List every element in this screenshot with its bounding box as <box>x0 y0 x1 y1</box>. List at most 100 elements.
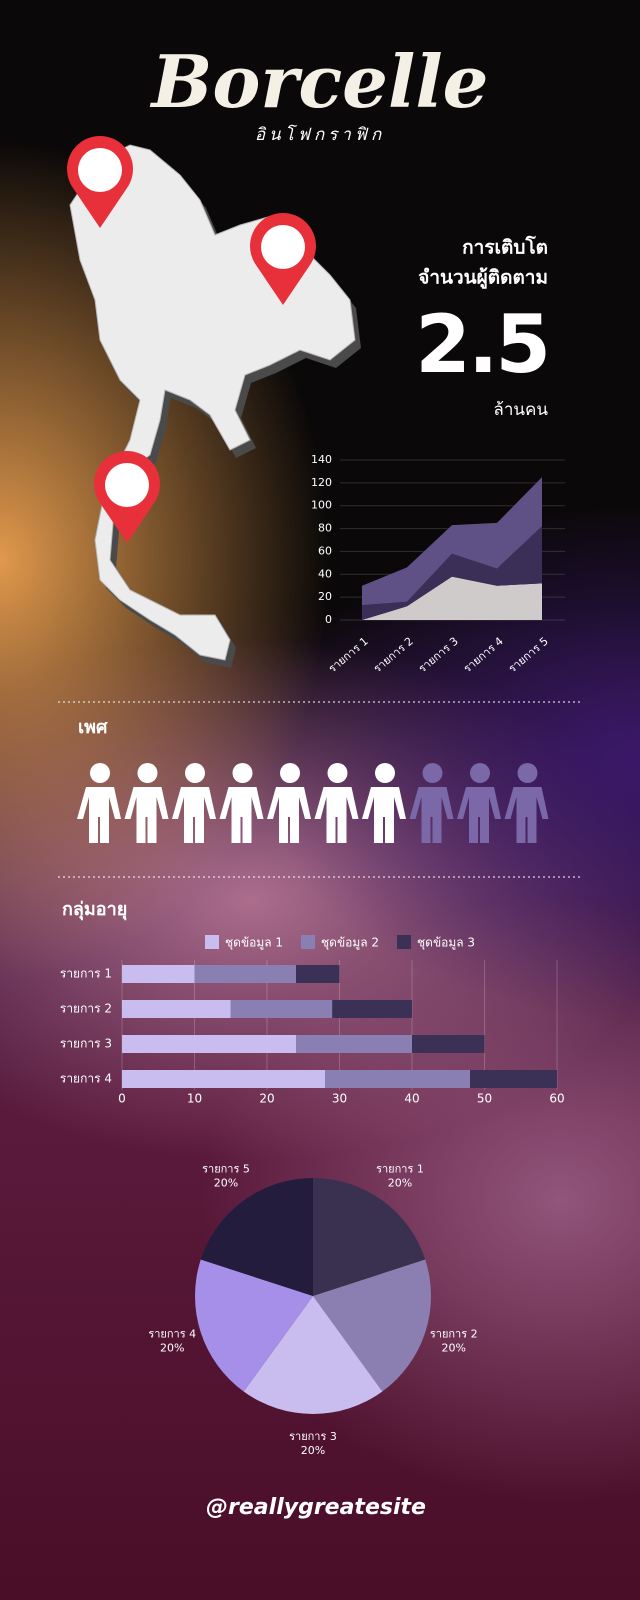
stat-line: การเติบโต <box>462 236 548 259</box>
y-tick-label: 60 <box>318 544 332 557</box>
person-body <box>124 787 169 843</box>
x-tick-label: 50 <box>477 1092 492 1106</box>
pie-value-label: 20% <box>388 1176 412 1189</box>
legend-swatch <box>397 935 411 949</box>
x-tick-label: รายการ 3 <box>416 635 461 676</box>
area <box>362 477 542 606</box>
person-body <box>314 787 359 843</box>
pie-label: รายการ 2 <box>430 1328 478 1341</box>
bar <box>122 1070 325 1088</box>
person-head <box>232 763 253 783</box>
legend-label: ชุดข้อมูล 1 <box>225 936 283 951</box>
person-head <box>470 763 490 783</box>
subtitle: อินโฟกราฟิก <box>255 124 385 145</box>
pie-slice <box>243 1296 383 1414</box>
bar <box>194 965 296 983</box>
pie-value-label: 20% <box>301 1444 325 1457</box>
pie-label: รายการ 1 <box>376 1162 424 1175</box>
pie-slice <box>195 1259 313 1392</box>
pie-slice <box>313 1259 431 1392</box>
person-icon <box>124 763 169 843</box>
person-icon <box>362 763 406 843</box>
brand-title: Borcelle <box>150 39 489 124</box>
bar <box>412 1035 485 1053</box>
person-head <box>422 763 443 783</box>
person-body <box>77 787 121 843</box>
legend-swatch <box>205 935 219 949</box>
x-tick-label: รายการ 4 <box>461 635 506 676</box>
x-tick-label: 10 <box>187 1092 202 1106</box>
person-body <box>457 787 501 843</box>
person-icon <box>457 763 501 843</box>
pie-slice <box>313 1178 426 1296</box>
pie-label: รายการ 3 <box>289 1430 337 1443</box>
area <box>362 576 542 620</box>
pie-value-label: 20% <box>442 1342 466 1355</box>
bar <box>122 965 195 983</box>
person-icon <box>77 763 121 843</box>
bar <box>296 1035 412 1053</box>
section-title: เพศ <box>78 717 108 738</box>
legend-label: ชุดข้อมูล 3 <box>417 936 475 951</box>
section-title: กลุ่มอายุ <box>62 899 127 921</box>
bar <box>122 1000 231 1018</box>
person-icon <box>267 763 311 843</box>
person-icon <box>219 763 264 843</box>
bar <box>296 965 340 983</box>
pie-slice <box>200 1178 313 1296</box>
y-tick-label: รายการ 1 <box>60 967 112 981</box>
person-body <box>409 787 454 843</box>
person-head <box>327 763 348 783</box>
person-head <box>517 763 538 783</box>
x-tick-label: 0 <box>118 1092 126 1106</box>
x-tick-label: 40 <box>404 1092 419 1106</box>
y-tick-label: 120 <box>311 476 332 489</box>
x-tick-label: 60 <box>549 1092 564 1106</box>
person-icon <box>409 763 454 843</box>
y-tick-label: รายการ 3 <box>60 1037 112 1051</box>
y-tick-label: 140 <box>311 453 332 466</box>
person-body <box>267 787 311 843</box>
y-tick-label: 100 <box>311 499 332 512</box>
pie-label: รายการ 4 <box>148 1328 196 1341</box>
y-tick-label: 0 <box>325 613 332 626</box>
x-tick-label: 30 <box>332 1092 347 1106</box>
legend-swatch <box>301 935 315 949</box>
y-tick-label: รายการ 2 <box>60 1002 112 1016</box>
person-head <box>375 763 395 783</box>
person-body <box>172 787 216 843</box>
bar <box>230 1000 333 1018</box>
pie-value-label: 20% <box>214 1176 238 1189</box>
x-tick-label: รายการ 1 <box>326 635 371 676</box>
person-icon <box>314 763 359 843</box>
y-tick-label: 20 <box>318 590 332 603</box>
pin-dot <box>105 463 149 507</box>
person-head <box>90 763 110 783</box>
person-body <box>504 787 549 843</box>
y-tick-label: 40 <box>318 567 332 580</box>
x-tick-label: รายการ 2 <box>371 635 416 676</box>
x-tick-label: 20 <box>259 1092 274 1106</box>
map <box>67 136 361 668</box>
person-icon <box>504 763 549 843</box>
person-body <box>362 787 406 843</box>
bar <box>122 1035 296 1053</box>
pie-value-label: 20% <box>160 1342 184 1355</box>
stat-value: 2.5 <box>415 298 548 391</box>
person-icon <box>172 763 216 843</box>
map-shape <box>69 144 356 661</box>
y-tick-label: รายการ 4 <box>60 1072 112 1086</box>
stat-unit: ล้านคน <box>493 400 548 420</box>
person-head <box>185 763 205 783</box>
stat-line: จำนวนผู้ติดตาม <box>418 267 548 290</box>
person-head <box>280 763 300 783</box>
pie-label: รายการ 5 <box>202 1162 250 1175</box>
y-tick-label: 80 <box>318 522 332 535</box>
footer-handle: @reallygreatesite <box>206 1495 426 1520</box>
bar <box>332 1000 412 1018</box>
pin-dot <box>78 148 122 192</box>
legend-label: ชุดข้อมูล 2 <box>321 936 379 951</box>
map-pins <box>67 136 316 543</box>
bar <box>325 1070 470 1088</box>
